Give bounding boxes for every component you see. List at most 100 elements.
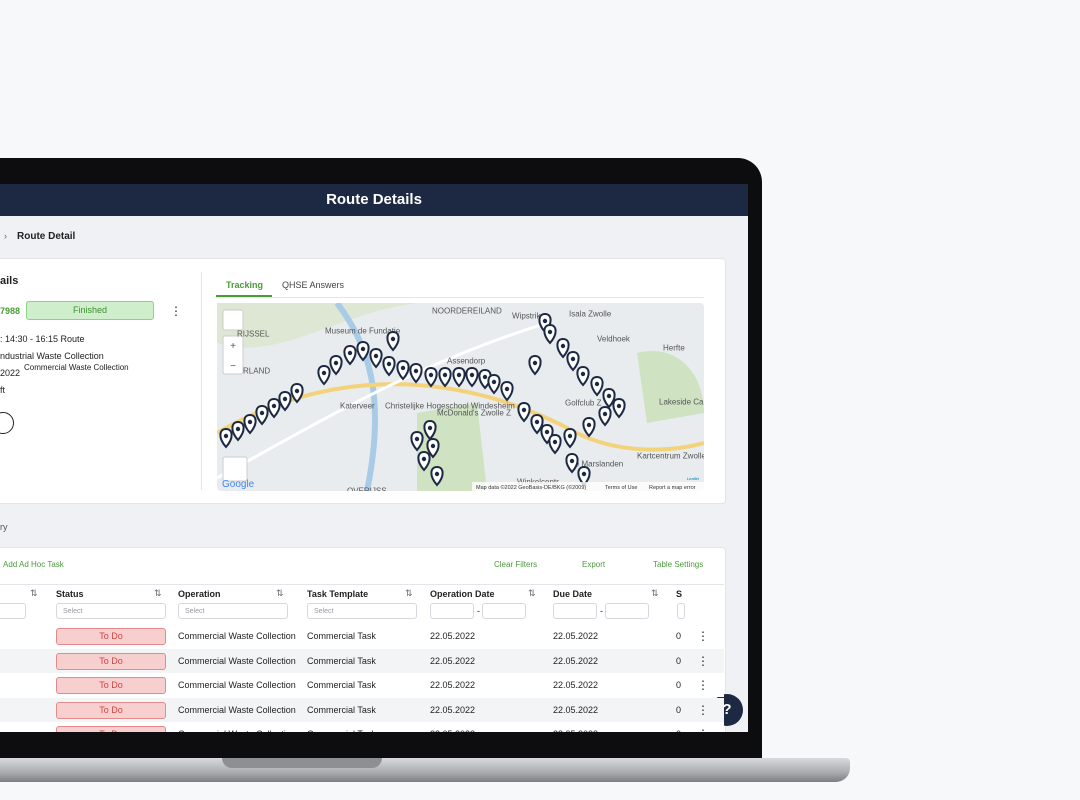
- map-marker-dot: [570, 356, 576, 362]
- menu-dots[interactable]: ⋮: [170, 304, 182, 318]
- row-menu[interactable]: ⋮: [697, 629, 709, 643]
- section-title: ry: [0, 522, 8, 532]
- breadcrumb-current[interactable]: Route Detail: [17, 231, 76, 242]
- tab-underline: [216, 295, 272, 297]
- tab[interactable]: QHSE Answers: [282, 280, 345, 290]
- date-input[interactable]: [553, 603, 597, 619]
- add-task-btn[interactable]: Add Ad Hoc Task: [3, 560, 64, 569]
- filter-select[interactable]: [0, 603, 26, 619]
- map-marker-dot: [580, 371, 586, 377]
- column-header[interactable]: Due Date: [553, 589, 593, 599]
- tab-line: [216, 297, 704, 298]
- route-operation: ndustrial Waste Collection: [0, 351, 104, 361]
- divider: [201, 272, 202, 490]
- column-header[interactable]: Operation: [178, 589, 221, 599]
- map-marker-dot: [491, 379, 497, 385]
- date-input[interactable]: [430, 603, 474, 619]
- map-marker-dot: [442, 372, 448, 378]
- row-menu[interactable]: ⋮: [697, 727, 709, 732]
- map-marker-dot: [482, 374, 488, 380]
- map-label: Kartcentrum Zwolle/Karba: [637, 452, 704, 461]
- date-input[interactable]: [605, 603, 649, 619]
- map-marker-dot: [594, 381, 600, 387]
- map-marker-dot: [521, 407, 527, 413]
- map-marker-dot: [504, 386, 510, 392]
- cell: 0: [676, 631, 682, 641]
- map-attribution: Map data ©2022 GeoBasis-DE/BKG (©2009): [476, 484, 586, 491]
- cell: 22.05.2022: [553, 631, 599, 641]
- map-report: Report a map error: [649, 485, 696, 491]
- column-header[interactable]: Operation Date: [430, 589, 495, 599]
- row-menu[interactable]: ⋮: [697, 653, 709, 668]
- laptop-notch: [222, 758, 382, 768]
- map-marker-dot: [606, 393, 612, 399]
- map-marker-dot: [434, 471, 440, 477]
- status-badge: To Do: [56, 726, 166, 732]
- map-marker-dot: [347, 350, 353, 356]
- map-marker-dot: [223, 433, 229, 439]
- cell: Commercial Task: [307, 704, 376, 715]
- zoom-out[interactable]: −: [230, 361, 236, 372]
- sort-icon: ⇅: [154, 588, 162, 598]
- fullscreen-btn[interactable]: [222, 309, 244, 331]
- export-btn[interactable]: Export: [582, 560, 606, 569]
- route-id: 7988: [0, 306, 21, 316]
- cell: 22.05.2022: [430, 704, 476, 715]
- cell: 22.05.2022: [553, 729, 598, 732]
- map-marker-dot: [321, 370, 327, 376]
- tab-active[interactable]: Tracking: [226, 280, 264, 290]
- sort-icon: ⇅: [405, 588, 413, 598]
- map-label: NOORDEREILAND: [432, 307, 502, 316]
- map-label: OVERIJSS: [347, 487, 387, 491]
- map-marker-dot: [532, 360, 538, 366]
- map-marker-dot: [616, 403, 622, 409]
- column-header[interactable]: Task Template: [307, 589, 369, 599]
- zoom-control[interactable]: [222, 335, 244, 375]
- status-badge: Finished: [26, 301, 154, 320]
- filter-select[interactable]: Select: [178, 603, 288, 619]
- map-marker-dot: [602, 411, 608, 417]
- date-sep: -: [477, 606, 480, 616]
- map-marker-dot: [333, 360, 339, 366]
- map-label: Isala Zwolle: [569, 310, 612, 319]
- map-marker-dot: [294, 388, 300, 394]
- column-header[interactable]: S: [676, 589, 683, 599]
- map-marker-dot: [560, 343, 566, 349]
- sort-icon: ⇅: [528, 588, 536, 598]
- clear-filters-btn[interactable]: Clear Filters: [494, 560, 538, 569]
- date-input[interactable]: [482, 603, 526, 619]
- cell: Commercial Waste Collection: [178, 704, 296, 715]
- map-marker-dot: [360, 346, 366, 352]
- map-marker-dot: [428, 372, 434, 378]
- map-terms: Terms of Use: [605, 485, 637, 491]
- map-label: RIJSSEL: [237, 330, 270, 339]
- row-menu[interactable]: ⋮: [697, 678, 709, 693]
- filter-select[interactable]: Select: [307, 603, 417, 619]
- map-marker-dot: [430, 443, 436, 449]
- map-marker-dot: [586, 422, 592, 428]
- date-input[interactable]: [677, 603, 685, 619]
- road: [217, 321, 548, 480]
- map-marker-dot: [282, 396, 288, 402]
- table-settings-btn[interactable]: Table Settings: [653, 560, 704, 569]
- map-label: Wipstrik: [512, 312, 541, 321]
- row-menu[interactable]: ⋮: [697, 702, 709, 717]
- details-title: ails: [0, 275, 19, 287]
- column-header[interactable]: Status: [56, 589, 84, 599]
- map-label: Veldhoek: [597, 335, 631, 344]
- map[interactable]: + − NOORDEREILAND Wipstrik Isala Zwolle Vel…: [217, 303, 704, 491]
- cell: 22.05.2022: [553, 704, 599, 715]
- zoom-in[interactable]: +: [230, 341, 236, 352]
- cell: Commercial Waste Collection: [178, 680, 296, 691]
- route-shift: ft: [0, 385, 6, 395]
- filter-select[interactable]: Select: [56, 603, 166, 619]
- header-title: Route Details: [0, 184, 748, 216]
- cell: Commercial Waste Collection: [178, 631, 296, 641]
- sort-icon: ⇅: [276, 588, 284, 598]
- layers-btn[interactable]: [222, 456, 248, 482]
- map-marker-dot: [547, 329, 553, 335]
- map-label: De Marslanden: [569, 460, 623, 469]
- cell: Commercial Task: [307, 631, 376, 641]
- cell: 22.05.2022: [430, 631, 476, 641]
